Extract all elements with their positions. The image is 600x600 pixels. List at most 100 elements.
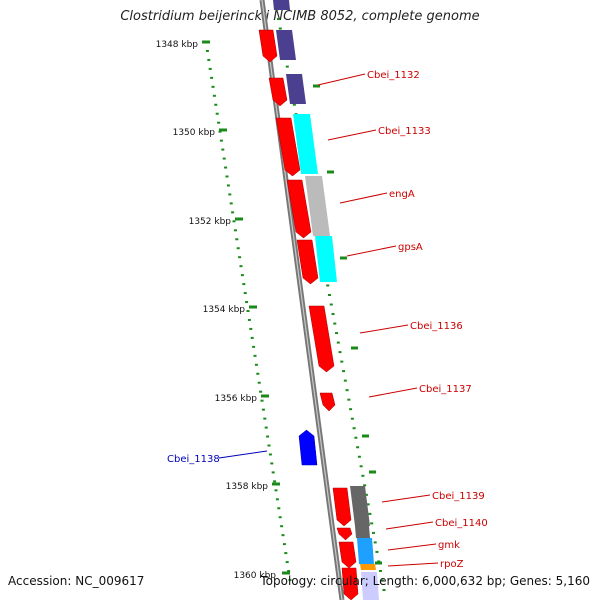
gene-cbei-1139 (332, 487, 352, 527)
tick-label: 1352 kbp (189, 217, 232, 227)
inner-tick-dot (246, 310, 250, 312)
gene-cbei-1133 (275, 117, 301, 177)
inner-tick-dot (264, 426, 268, 429)
outer-tick-dot (366, 503, 370, 506)
inner-tick-dot (285, 561, 289, 564)
inner-tick-dot (261, 408, 265, 411)
gene-label-cbei-1136[interactable]: Cbei_1136 (410, 321, 463, 332)
inner-tick-dot (240, 274, 244, 277)
inner-tick-dot (238, 256, 242, 259)
label-leaders (218, 73, 439, 567)
inner-tick-dot (250, 336, 254, 339)
gene-label-cbei-1139[interactable]: Cbei_1139 (432, 491, 485, 502)
gene-label-cbei-1137[interactable]: Cbei_1137 (419, 384, 472, 395)
outer-tick-dot (368, 512, 372, 515)
gene-label-rpoz[interactable]: rpoZ (440, 559, 464, 570)
outer-tick-dot (331, 313, 335, 316)
gene-gmk (338, 541, 357, 569)
inner-tick-dot (231, 211, 235, 214)
leader-line (317, 73, 366, 86)
inner-tick-dot (235, 238, 239, 241)
outer-tick-dot (352, 427, 356, 430)
gene-label-cbei-1133[interactable]: Cbei_1133 (378, 126, 431, 137)
inner-tick-dot (288, 579, 292, 581)
inner-tick-dot (263, 417, 267, 420)
outer-major-tick (375, 561, 382, 565)
outer-tick-dot (363, 484, 367, 487)
outer-tick-dot (277, 18, 281, 21)
leader-line (381, 494, 431, 503)
outer-major-tick (351, 346, 358, 350)
gene-cbei-1137 (319, 392, 336, 412)
leader-line (359, 324, 409, 334)
major-tick (282, 571, 290, 575)
outer-tick-dot (333, 322, 337, 325)
inner-tick-dot (221, 148, 225, 151)
gene-label-cbei-1138[interactable]: Cbei_1138 (167, 454, 220, 465)
inner-tick-dot (243, 292, 247, 295)
inner-tick-dot (210, 76, 214, 79)
outer-tick-dot (336, 341, 340, 344)
outer-tick-dot (338, 351, 342, 354)
outer-tick-dot (364, 493, 368, 496)
inner-tick-dot (218, 130, 222, 133)
leader-line (368, 387, 418, 398)
major-tick (235, 217, 243, 221)
inner-tick-dot (256, 372, 260, 375)
inner-tick-dot (282, 543, 286, 546)
gene-label-gmk[interactable]: gmk (438, 540, 460, 551)
gene-cbei-1138 (298, 429, 318, 466)
leader-line (385, 521, 434, 530)
inner-tick-dot (239, 265, 243, 268)
inner-tick-dot (222, 157, 226, 160)
outer-major-tick (362, 434, 369, 438)
major-tick (219, 128, 227, 132)
inner-tick-dot (281, 534, 285, 537)
inner-tick-dot (266, 435, 270, 438)
leader-line (339, 192, 388, 204)
outer-tick-dot (326, 284, 330, 287)
inner-tick-dot (284, 552, 288, 555)
outer-major-tick (313, 84, 320, 88)
gene-label-cbei-1140[interactable]: Cbei_1140 (435, 518, 488, 529)
leader-line (387, 543, 437, 551)
tick-label: 1348 kbp (156, 40, 199, 50)
tick-label: 1354 kbp (203, 305, 246, 315)
gene-enga (286, 179, 312, 239)
inner-tick-dot (242, 283, 246, 286)
gene-label-gpsa[interactable]: gpsA (398, 242, 423, 253)
inner-tick-dot (267, 444, 271, 447)
gene-cbei-1132 (268, 77, 288, 107)
outer-tick-dot (371, 531, 375, 534)
map-title: Clostridium beijerinckii NCIMB 8052, com… (120, 9, 480, 24)
outer-tick-dot (350, 417, 354, 420)
outer-major-tick (327, 170, 334, 174)
inner-tick-dot (271, 471, 275, 474)
inner-tick-dot (229, 202, 233, 205)
outer-tick-dot (343, 379, 347, 382)
inner-tick-dot (215, 112, 219, 115)
cog-band (357, 538, 374, 564)
outer-tick-dot (349, 408, 353, 411)
outer-tick-dot (278, 27, 282, 30)
gene-gpsa (296, 239, 319, 285)
cog-band (350, 486, 370, 526)
inner-tick-dot (208, 67, 212, 70)
leader-line (327, 129, 377, 141)
cog-band (286, 74, 306, 104)
outer-tick-dot (340, 360, 344, 363)
outer-tick-dot (356, 446, 360, 449)
gene-label-cbei-1132[interactable]: Cbei_1132 (367, 70, 420, 81)
inner-tick-dot (257, 381, 261, 384)
inner-tick-dot (233, 229, 237, 232)
inner-tick-dot (249, 327, 253, 330)
cog-band (355, 526, 370, 538)
tick-label: 1356 kbp (215, 394, 258, 404)
tick-labels: 1348 kbp 1350 kbp 1352 kbp 1354 kbp 1356… (156, 40, 277, 581)
cog-band (361, 572, 379, 600)
gene-label-enga[interactable]: engA (389, 189, 415, 200)
inner-tick-dot (217, 121, 221, 124)
inner-tick-dot (254, 363, 258, 366)
outer-tick-dot (345, 389, 349, 392)
cog-band (305, 176, 330, 236)
